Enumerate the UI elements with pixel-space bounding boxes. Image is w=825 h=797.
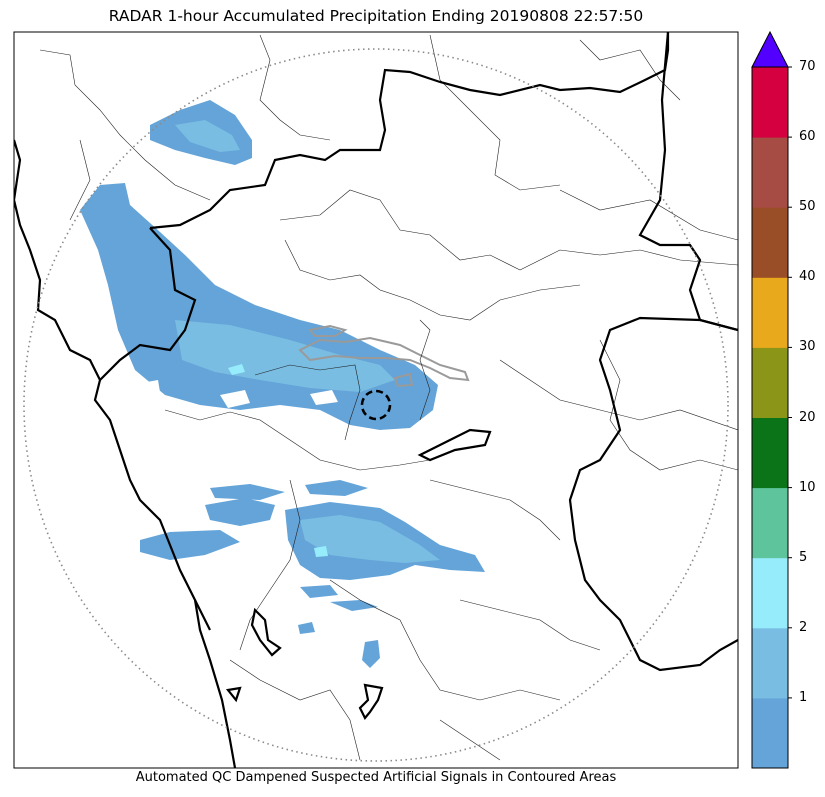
colorbar-tick-label: 60 <box>799 129 816 145</box>
precip-heavy-core-1 <box>228 364 245 375</box>
precip-strip-1 <box>210 484 285 500</box>
colorbar-bin <box>752 67 788 138</box>
precip-speck-2 <box>298 622 315 634</box>
colorbar-tick-label: 2 <box>799 619 808 635</box>
colorbar-tick-label: 40 <box>799 269 816 285</box>
boundary-line-19 <box>579 39 681 101</box>
state-border-island-1 <box>250 607 282 657</box>
state-border-south-west <box>194 599 211 631</box>
district-boundaries <box>39 34 738 761</box>
coastline <box>14 139 237 768</box>
boundary-line-6 <box>284 239 581 321</box>
boundary-line-11 <box>499 359 738 431</box>
radar-site-marker <box>360 389 392 421</box>
colorbar-bin <box>752 487 788 559</box>
map-footer-note: Automated QC Dampened Suspected Artifici… <box>135 770 617 785</box>
qc-contour-2 <box>308 324 348 337</box>
precip-band-southwest <box>140 530 240 560</box>
state-border-southeast <box>568 316 738 672</box>
colorbar <box>751 66 792 769</box>
precip-band-west <box>205 498 275 526</box>
boundary-line-5 <box>279 189 521 271</box>
precip-heavy-core-2 <box>314 546 328 557</box>
colorbar-bin <box>752 137 788 208</box>
colorbar-bin <box>752 627 788 699</box>
boundary-line-10 <box>164 409 431 471</box>
boundary-line-9 <box>254 364 361 441</box>
boundary-line-4 <box>559 189 738 241</box>
colorbar-bin <box>752 347 788 418</box>
boundary-line-14 <box>239 479 301 651</box>
boundary-line-2 <box>259 34 331 141</box>
precip-strip-3 <box>300 585 338 598</box>
precip-moderate-main <box>175 320 395 392</box>
colorbar-overflow-arrow <box>751 30 789 68</box>
state-border-east <box>638 32 738 332</box>
map-title: RADAR 1-hour Accumulated Precipitation E… <box>108 7 644 25</box>
colorbar-tick-label: 20 <box>799 409 816 425</box>
boundary-line-20 <box>69 139 91 221</box>
radar-range-ring <box>23 48 729 762</box>
artificial-signal-contours <box>298 324 470 388</box>
colorbar-bin <box>752 697 788 769</box>
state-border-inner <box>417 428 492 462</box>
colorbar-tick-label: 70 <box>799 59 816 74</box>
boundary-line-1 <box>39 49 211 201</box>
boundary-line-18 <box>439 719 501 761</box>
state-border-island-3 <box>225 686 242 703</box>
qc-contour-3 <box>393 372 414 388</box>
boundary-line-12 <box>599 339 738 471</box>
colorbar-bin <box>752 277 788 348</box>
boundary-line-3 <box>429 34 561 191</box>
boundary-line-7 <box>519 249 738 271</box>
boundary-line-16 <box>229 659 361 761</box>
colorbar-tick-label: 10 <box>799 479 816 495</box>
precip-moderate-north <box>175 120 240 152</box>
state-border-island-2 <box>358 683 384 720</box>
precip-strip-2 <box>305 480 368 496</box>
colorbar-bin <box>752 207 788 278</box>
colorbar-tick-label: 50 <box>799 199 816 215</box>
map-frame <box>13 31 739 769</box>
colorbar-tick-label: 30 <box>799 339 816 355</box>
colorbar-tick-label: 1 <box>799 689 808 705</box>
precip-moderate-south <box>300 515 440 563</box>
boundary-line-13 <box>429 479 561 541</box>
boundary-line-8 <box>419 319 431 421</box>
precip-speck-1 <box>362 640 380 668</box>
precip-gap-1 <box>220 390 250 408</box>
state-borders <box>14 32 738 768</box>
qc-contour-1 <box>298 336 470 382</box>
colorbar-tick-label: 5 <box>799 549 808 565</box>
colorbar-bin <box>752 557 788 629</box>
precip-gap-3 <box>130 380 160 396</box>
colorbar-bin <box>752 417 788 489</box>
boundary-line-17 <box>459 599 601 651</box>
state-border-west <box>99 227 197 381</box>
boundary-line-15 <box>329 579 561 701</box>
state-border-north <box>149 32 670 230</box>
precip-gap-2 <box>310 390 338 405</box>
